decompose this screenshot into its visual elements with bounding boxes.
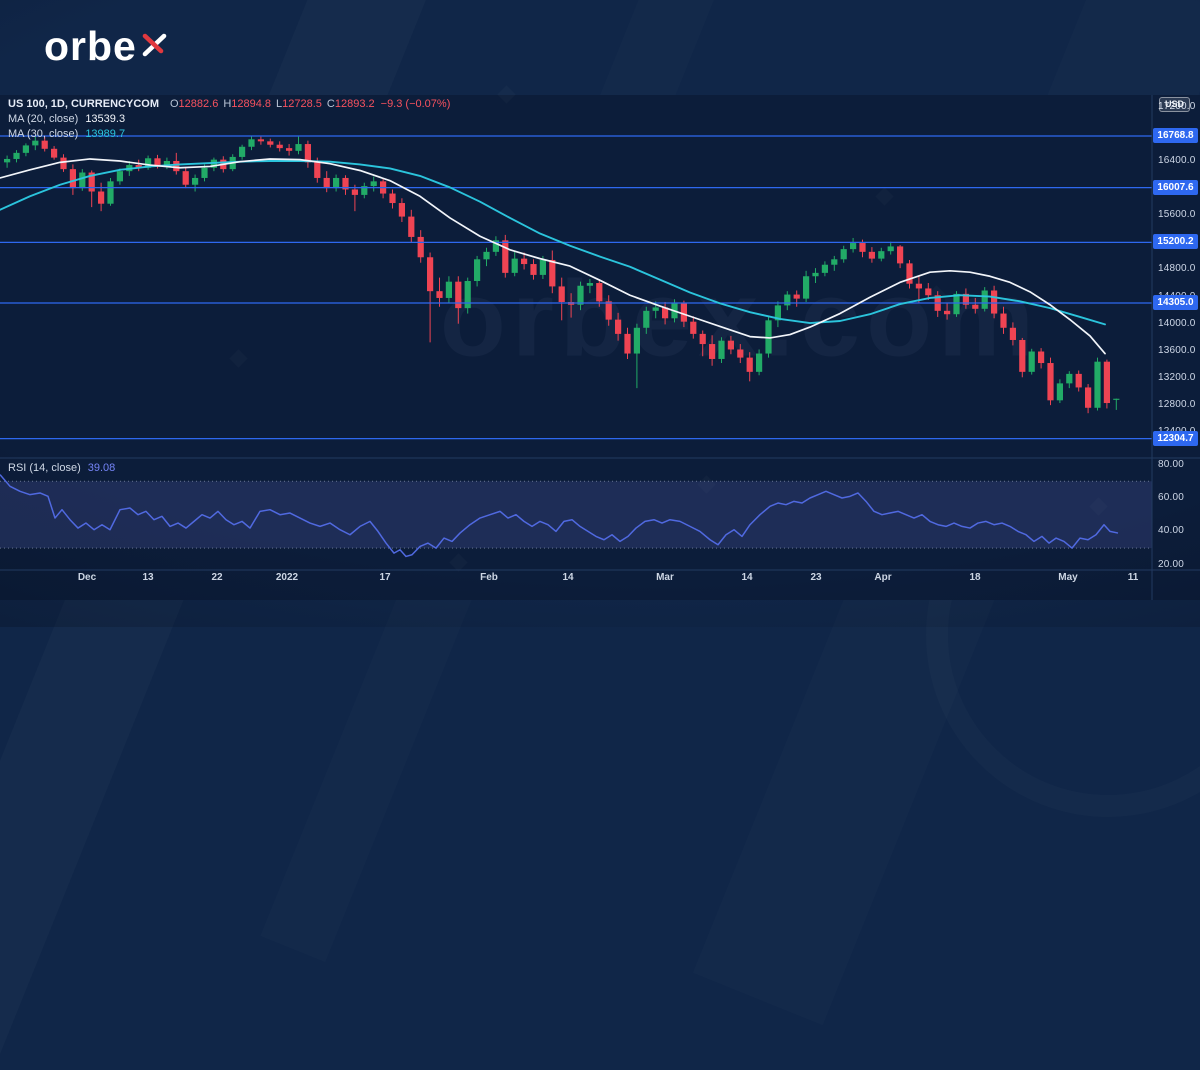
rsi-value: 39.08 [87, 462, 116, 474]
ma20-legend-row[interactable]: MA (20, close) 13539.3 [8, 112, 450, 127]
ma30-legend-row[interactable]: MA (30, close) 13989.7 [8, 127, 450, 142]
ma20-label: MA (20, close) [8, 113, 79, 125]
ma30-label: MA (30, close) [8, 128, 79, 140]
rsi-tick-label: 20.00 [1158, 558, 1185, 570]
ma20-value: 13539.3 [85, 113, 126, 125]
price-level-label: 14305.0 [1153, 295, 1198, 311]
rsi-tick-label: 40.00 [1158, 525, 1185, 537]
time-axis-label: 11 [1127, 572, 1139, 583]
close-value: 12893.2 [334, 98, 375, 110]
time-axis-label: 22 [211, 572, 223, 583]
rsi-tick-label: 60.00 [1158, 492, 1185, 503]
price-tick-label: 13200.0 [1158, 371, 1196, 383]
time-axis-label: Apr [874, 572, 892, 583]
time-axis-label: 18 [969, 572, 981, 583]
ma30-value: 13989.7 [85, 128, 126, 140]
time-axis-label: Mar [656, 572, 674, 583]
rsi-band [0, 481, 1152, 549]
page-background: orbex.com orbe US 100, 1D, CURRENCYCOMO1… [0, 0, 1200, 627]
currency-toggle-button[interactable]: USD [1159, 97, 1191, 112]
time-axis-label: 2022 [275, 572, 299, 583]
low-value: 12728.5 [282, 98, 322, 110]
price-level-label: 16007.6 [1153, 179, 1198, 195]
open-label: O [169, 98, 179, 110]
time-axis-label: Dec [77, 572, 97, 583]
time-axis-label: Feb [480, 572, 498, 583]
price-tick-label: 14000.0 [1158, 317, 1196, 329]
time-axis-label: May [1058, 572, 1078, 583]
change-value: −9.3 (−0.07%) [380, 98, 451, 110]
rsi-tick-label: 80.00 [1158, 458, 1185, 470]
open-value: 12882.6 [178, 98, 219, 110]
price-tick-label: 13600.0 [1158, 344, 1196, 356]
price-level-label: 12304.7 [1153, 430, 1198, 446]
chart-canvas[interactable] [0, 0, 1200, 627]
rsi-label: RSI (14, close) [8, 462, 81, 474]
price-level-label: 16768.8 [1153, 127, 1198, 143]
candles-layer [4, 135, 1120, 414]
price-tick-label: 12800.0 [1158, 399, 1196, 411]
high-value: 12894.8 [231, 98, 272, 110]
time-axis-label: 17 [379, 572, 391, 583]
chart-legend: US 100, 1D, CURRENCYCOM O12882.6 H12894.8 L… [8, 97, 450, 142]
time-axis-label: 14 [562, 572, 574, 583]
close-label: C [326, 98, 335, 110]
price-tick-label: 14800.0 [1158, 263, 1196, 275]
price-level-label: 15200.2 [1153, 234, 1198, 250]
time-axis-label: 23 [810, 572, 822, 583]
price-tick-label: 16400.0 [1158, 155, 1196, 166]
price-tick-label: 15600.0 [1158, 209, 1196, 221]
time-axis-label: 13 [142, 572, 154, 583]
symbol-title: US 100, 1D, CURRENCYCOM [8, 98, 159, 110]
time-axis-label: 14 [741, 572, 753, 583]
rsi-legend-row[interactable]: RSI (14, close) 39.08 [8, 461, 115, 476]
symbol-legend-row[interactable]: US 100, 1D, CURRENCYCOM O12882.6 H12894.8 L… [8, 97, 450, 112]
